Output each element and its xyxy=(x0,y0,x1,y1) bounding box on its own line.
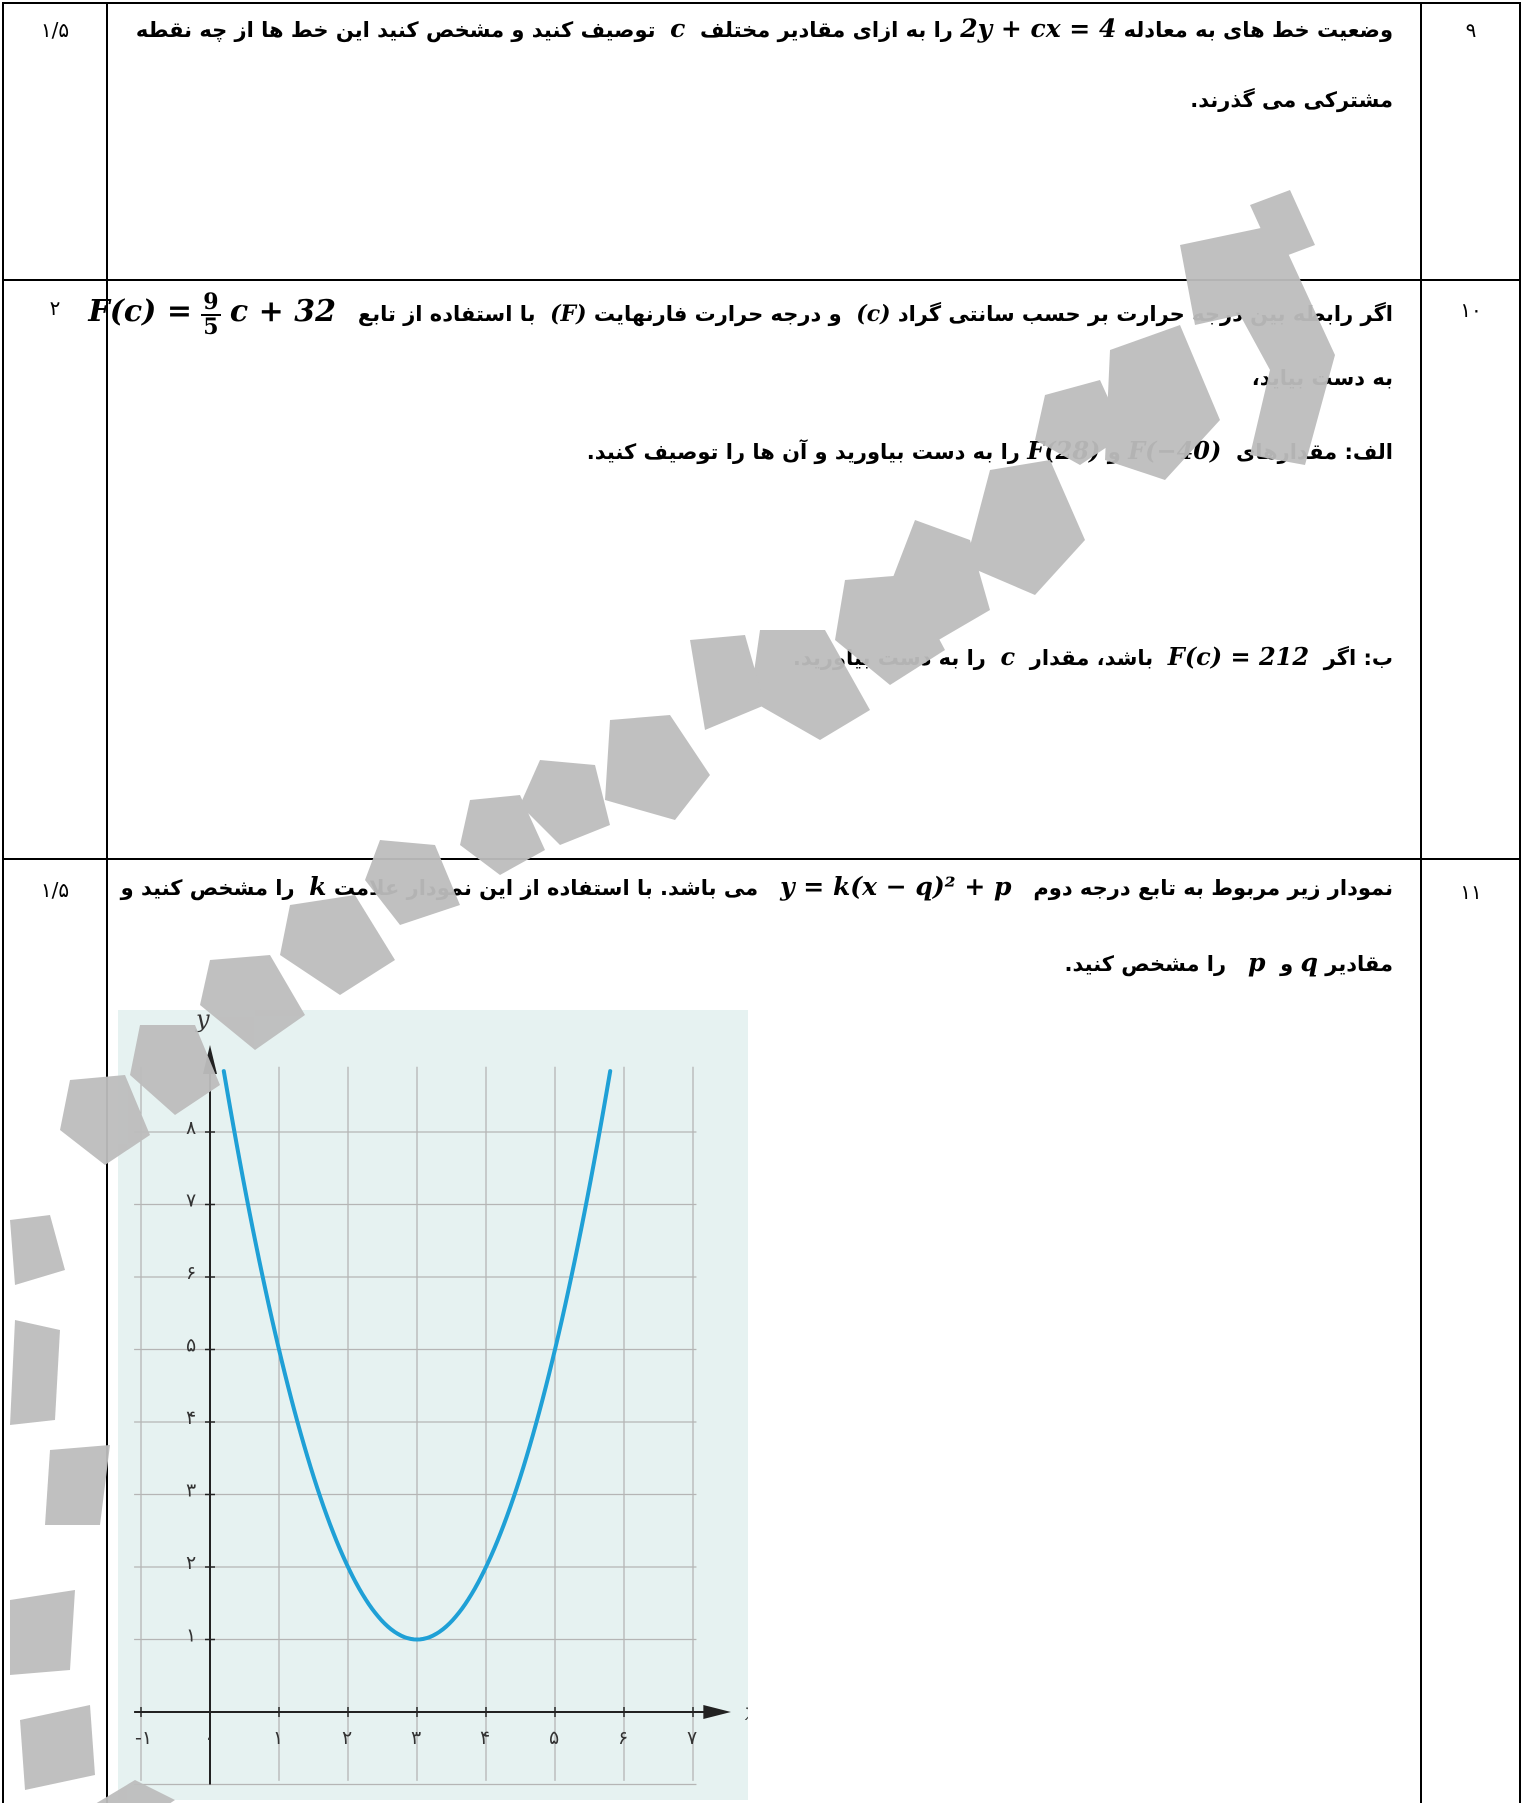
row-divider-2 xyxy=(2,858,1521,860)
y-tick-label: ۴ xyxy=(186,1407,196,1429)
watermark-stroke xyxy=(460,795,545,875)
question-9-line-2: مشترکی می گذرند. xyxy=(1190,88,1393,112)
question-score-11: ۱/۵ xyxy=(40,878,70,902)
q11-var-k: k xyxy=(309,872,327,901)
q10-part-a-text-a: مقدارهای xyxy=(1235,440,1338,464)
y-tick-label: ۸ xyxy=(186,1117,196,1139)
q10-part-a-f-28: F(28) xyxy=(1027,436,1101,465)
number-column-divider xyxy=(1420,2,1422,1803)
question-score-10: ۲ xyxy=(49,296,61,320)
question-11-line-1: نمودار زیر مربوط به تابع درجه دوم y = k(… xyxy=(121,872,1393,901)
x-tick-label: ۲ xyxy=(342,1727,352,1749)
question-10-part-b: ب: اگر F(c) = 212 باشد، مقدار c را به دس… xyxy=(793,642,1393,671)
question-9-line-1: وضعیت خط های به معادله 2y + cx = 4 را به… xyxy=(136,14,1393,43)
score-column-divider xyxy=(106,2,108,1803)
q10-text-d: با استفاده از تابع xyxy=(357,302,536,326)
watermark-stroke xyxy=(45,1445,110,1525)
question-10-line-2: به دست بیاید، xyxy=(1251,366,1393,390)
q10-part-a-and: و xyxy=(1107,440,1121,464)
q9-text-b: را به ازای مقادیر مختلف xyxy=(699,18,953,42)
watermark-stroke xyxy=(10,1320,60,1425)
parabola-chart: x y -۱ ۰ ۱ ۲ ۳ ۴ ۵ ۶ ۷ ۱ ۲ ۳ ۴ ۵ ۶ ۷ ۸ xyxy=(118,1010,748,1800)
q11-text-d: مقادیر xyxy=(1325,952,1393,976)
watermark-stroke xyxy=(1250,190,1315,260)
q10-part-b-text-c: را به دست بیاورید. xyxy=(792,646,986,670)
q11-and: و xyxy=(1280,952,1294,976)
question-10-part-a: الف: مقدارهای F(−40) و F(28) را به دست ب… xyxy=(587,436,1393,465)
y-tick-label: ۳ xyxy=(186,1480,196,1502)
watermark-stroke xyxy=(1180,225,1335,465)
q10-fahrenheit-symbol: (F) xyxy=(550,301,587,327)
q10-part-a-text-b: را به دست بیاورید و آن ها را توصیف کنید. xyxy=(586,440,1020,464)
x-tick-label: ۷ xyxy=(687,1727,697,1749)
q10-part-b-var-c: c xyxy=(1000,642,1016,671)
q10-part-a-f-minus-40: F(−40) xyxy=(1128,436,1222,465)
question-score-9: ۱/۵ xyxy=(40,18,70,42)
q11-text-e: را مشخص کنید. xyxy=(1064,952,1227,976)
q10-function-rhs: c + 32 xyxy=(229,294,336,329)
watermark-stroke xyxy=(280,895,395,995)
x-axis-arrow xyxy=(703,1705,731,1719)
q9-equation: 2y + cx = 4 xyxy=(960,14,1117,43)
x-tick-label: ۶ xyxy=(618,1727,628,1749)
q10-function: F(c) = 9 5 c + 32 xyxy=(88,290,336,339)
row-divider-1 xyxy=(2,279,1521,281)
watermark-stroke xyxy=(10,1215,65,1285)
q10-part-b-label: ب: xyxy=(1363,646,1393,670)
y-tick-label: ۶ xyxy=(186,1262,196,1284)
x-tick-label: ۴ xyxy=(480,1727,490,1749)
q10-fraction-numerator: 9 xyxy=(201,288,221,316)
y-axis-label: y xyxy=(195,1010,210,1033)
question-number-11: ۱۱ xyxy=(1460,880,1482,904)
q9-var-c: c xyxy=(670,14,686,43)
watermark-stroke xyxy=(10,1590,75,1675)
q11-text-b: می باشد. با استفاده از این نمودار علامت xyxy=(333,876,759,900)
question-number-10: ۱۰ xyxy=(1460,298,1482,322)
watermark-stroke xyxy=(520,760,610,845)
q9-text-a: وضعیت خط های به معادله xyxy=(1123,18,1393,42)
question-number-9: ۹ xyxy=(1465,18,1477,42)
q11-equation: y = k(x − q)² + p xyxy=(780,872,1012,901)
q11-text-c: را مشخص کنید و xyxy=(120,876,295,900)
parabola-series-line xyxy=(221,1069,613,1642)
q9-text-c: توصیف کنید و مشخص کنید این خط ها از چه ن… xyxy=(135,18,656,42)
q11-var-p: p xyxy=(1247,948,1266,977)
x-tick-label: ۳ xyxy=(411,1727,421,1749)
table-border-top xyxy=(2,2,1521,4)
q10-fraction: 9 5 xyxy=(201,288,221,340)
x-tick-label: -۱ xyxy=(135,1727,152,1749)
table-border-left xyxy=(2,2,4,1803)
y-tick-label: ۷ xyxy=(186,1190,196,1212)
q11-var-q: q xyxy=(1300,948,1318,977)
q10-part-b-equation: F(c) = 212 xyxy=(1167,642,1310,671)
q11-text-a: نمودار زیر مربوط به تابع درجه دوم xyxy=(1033,876,1393,900)
question-11-line-2: مقادیر q و p را مشخص کنید. xyxy=(1065,948,1393,977)
watermark-stroke xyxy=(890,520,990,645)
q10-text-a: اگر رابطه بین درجه حرارت بر حسب سانتی گر… xyxy=(897,302,1393,326)
x-axis-label: x xyxy=(745,1698,748,1726)
x-tick-label: ۱ xyxy=(273,1727,283,1749)
y-tick-label: ۵ xyxy=(186,1335,196,1357)
question-10-line-1: اگر رابطه بین درجه حرارت بر حسب سانتی گر… xyxy=(88,290,1393,339)
x-tick-label: ۰ xyxy=(204,1727,214,1749)
q10-function-lhs: F(c) = xyxy=(88,294,192,329)
chart-background xyxy=(118,1010,748,1800)
watermark-stroke xyxy=(690,635,765,730)
q10-part-a-label: الف: xyxy=(1344,440,1394,464)
x-tick-label: ۵ xyxy=(549,1727,559,1749)
table-border-right xyxy=(1519,2,1521,1803)
y-tick-label: ۲ xyxy=(186,1552,196,1574)
watermark-stroke xyxy=(605,715,710,820)
q10-fraction-denominator: 5 xyxy=(203,314,219,340)
watermark-stroke xyxy=(20,1705,95,1790)
q10-text-b: و درجه حرارت فارنهایت xyxy=(593,302,842,326)
watermark-stroke xyxy=(965,460,1085,595)
q10-part-b-text-b: باشد، مقدار xyxy=(1029,646,1154,670)
q10-part-b-text-a: اگر xyxy=(1323,646,1357,670)
y-tick-label: ۱ xyxy=(186,1625,196,1647)
q10-celsius-symbol: (c) xyxy=(856,301,891,327)
